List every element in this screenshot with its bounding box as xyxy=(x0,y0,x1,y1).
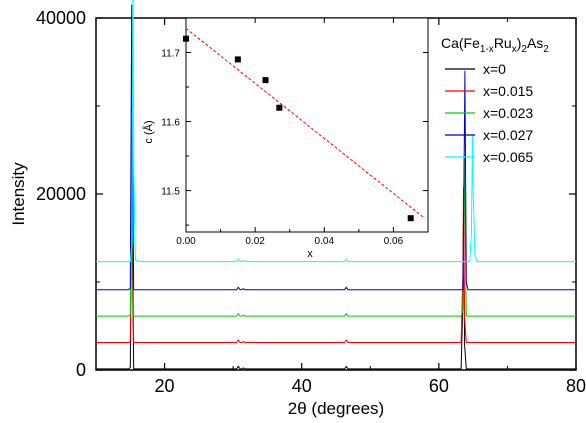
legend-label-x=0.023: x=0.023 xyxy=(483,105,533,121)
legend-title-sub3: 2 xyxy=(521,44,527,55)
main-axes-group: 20 40 60 80 0 20000 40000 xyxy=(36,8,586,396)
inset-content-group xyxy=(183,27,425,222)
main-y-tick-label: 0 xyxy=(76,360,86,380)
inset-x-axis-title: x xyxy=(307,248,313,260)
inset-plot-frame xyxy=(185,17,429,233)
legend-label-x=0.015: x=0.015 xyxy=(483,83,533,99)
inset-x-tick-label: 0.00 xyxy=(176,236,196,247)
inset-data-point xyxy=(276,104,283,111)
inset-y-tick-label: 11.5 xyxy=(161,187,180,198)
inset-x-tick-label: 0.02 xyxy=(245,236,265,247)
inset-fit-line xyxy=(185,27,425,219)
main-x-axis-title: 2θ (degrees) xyxy=(288,399,384,418)
main-x-tick-label: 40 xyxy=(292,376,312,396)
main-series-group xyxy=(96,0,576,370)
legend-label-x=0.065: x=0.065 xyxy=(483,149,533,165)
series-line-x=0.065 xyxy=(96,0,576,263)
inset-data-point xyxy=(407,215,414,222)
inset-x-tick-label: 0.06 xyxy=(384,236,404,247)
inset-data-point xyxy=(234,56,241,63)
legend-title-close: ) xyxy=(517,35,522,51)
legend-title-sub1: 1-x xyxy=(480,44,494,55)
series-line-x=0 xyxy=(96,171,576,370)
legend-title-sub2: x xyxy=(512,44,517,55)
main-y-tick-label: 40000 xyxy=(36,8,86,28)
legend: x=0 x=0.015 x=0.023 x=0.027 x=0.065 xyxy=(445,61,533,165)
inset-data-point xyxy=(262,77,269,84)
inset-y-axis-title: c (Å) xyxy=(142,120,155,143)
main-x-tick-label: 20 xyxy=(155,376,175,396)
main-y-tick-label: 20000 xyxy=(36,184,86,204)
legend-label-x=0.027: x=0.027 xyxy=(483,127,533,143)
inset-background xyxy=(186,18,428,232)
main-x-tick-label: 60 xyxy=(429,376,449,396)
series-line-x=0.027 xyxy=(96,4,576,291)
main-x-tick-label: 80 xyxy=(566,376,586,396)
legend-label-x=0: x=0 xyxy=(483,61,506,77)
inset-axes-group: 0.00 0.02 0.04 0.06 11.5 11.6 11.7 xyxy=(161,18,429,247)
inset-y-tick-label: 11.7 xyxy=(161,49,180,60)
inset-y-tick-label: 11.6 xyxy=(161,118,180,129)
legend-title: Ca(Fe1-xRux)2As2 xyxy=(441,35,549,55)
legend-title-prefix: Ca(Fe xyxy=(441,35,480,51)
legend-title-sub4: 2 xyxy=(543,44,549,55)
inset-data-point xyxy=(183,35,189,42)
inset-x-tick-label: 0.04 xyxy=(315,236,335,247)
series-line-x=0.023 xyxy=(96,119,576,317)
series-line-x=0.015 xyxy=(96,149,576,344)
main-y-axis-title: Intensity xyxy=(9,162,28,226)
legend-title-mid: Ru xyxy=(494,35,512,51)
legend-title-suffix: As xyxy=(527,35,543,51)
